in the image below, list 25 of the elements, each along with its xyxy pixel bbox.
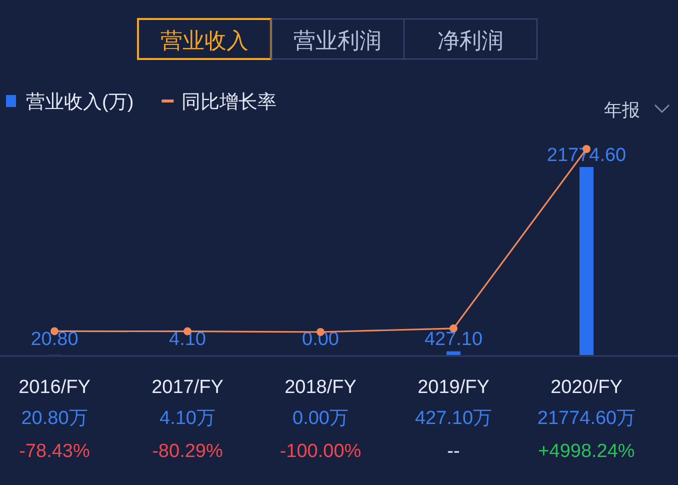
text: 20.80万 [21,408,88,429]
text: 4.10万 [160,408,216,429]
tab: 营业收入 [137,18,272,60]
data-label: -80.29% [152,441,223,462]
text: 年报 [604,100,640,120]
data-label: -- [447,441,460,462]
tab: 净利润 [404,18,538,60]
legend-item: 营业收入(万) [6,92,134,113]
legend-label: 营业收入(万) [26,92,134,113]
text: 21774.60万 [537,408,636,429]
legend-label: 同比增长率 [182,91,277,113]
x-tick-label: 2018/FY [284,377,357,398]
data-label: -100.00% [280,441,362,462]
x-tick-label: 2017/FY [152,377,224,398]
tab: 营业利润 [270,18,404,60]
x-tick-label: 2016/FY [18,377,91,398]
data-label: +4998.24% [538,441,635,462]
x-tick-label: 2019/FY [418,377,490,398]
data-label: -78.43% [19,441,90,462]
text: 0.00万 [292,408,348,429]
x-tick-label: 2020/FY [550,377,623,398]
legend-item: 同比增长率 [162,92,277,113]
data-label: 20.80 [30,329,78,350]
bar [446,351,460,355]
text: 427.10万 [414,408,492,429]
